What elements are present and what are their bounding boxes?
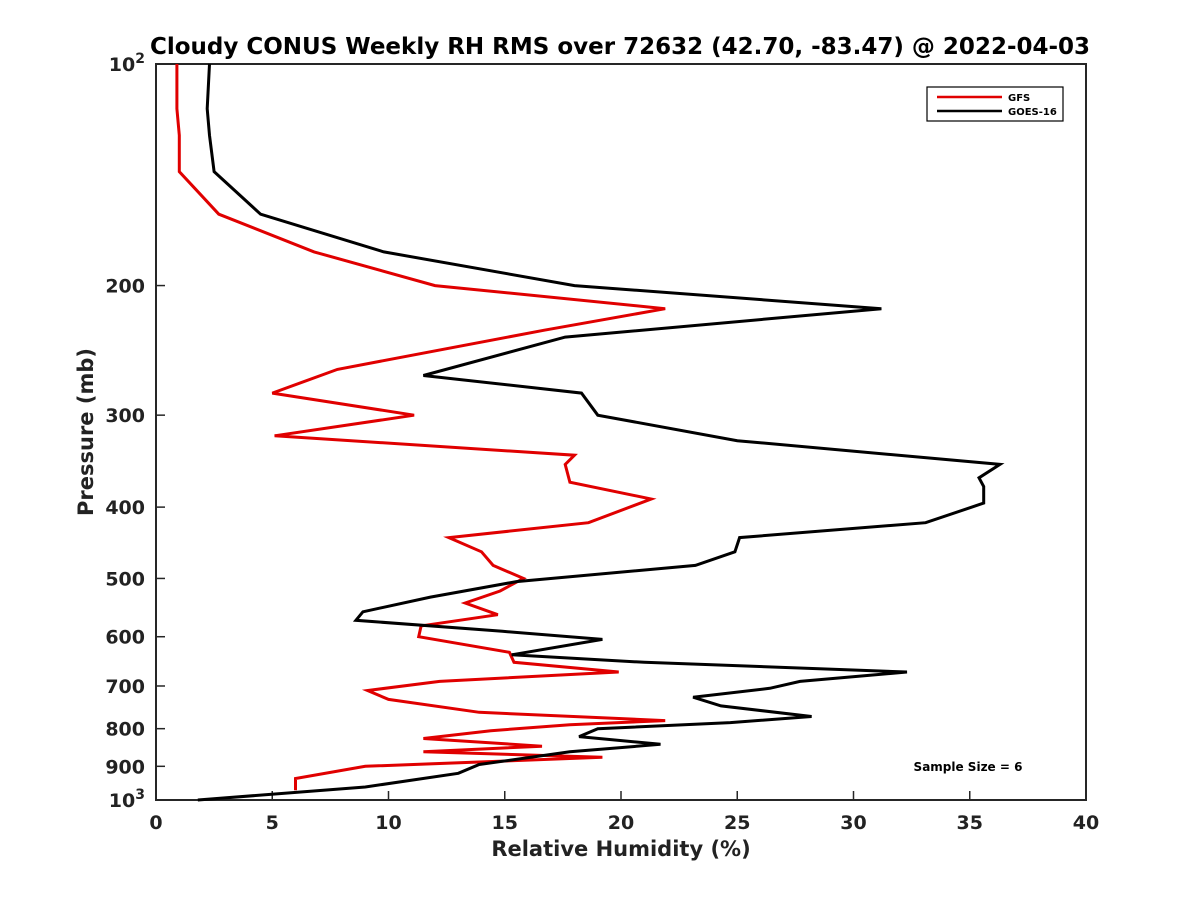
x-tick-label: 15 — [492, 812, 518, 834]
y-tick-label: 500 — [105, 568, 145, 590]
series-lines — [175, 63, 1005, 802]
x-tick-label: 5 — [266, 812, 279, 834]
x-tick-label: 40 — [1073, 812, 1099, 834]
y-tick-label-base: 400 — [105, 497, 145, 519]
y-tick-label-exponent: 3 — [135, 787, 145, 803]
axis-ticks: 0 5 10 15 20 25 30 35 40102200300400500600700800… — [105, 51, 1099, 834]
x-tick-label: 35 — [957, 812, 983, 834]
y-tick-label-exponent: 2 — [135, 51, 145, 67]
y-tick-label-base: 10 — [109, 790, 135, 812]
x-tick-label: 10 — [375, 812, 401, 834]
legend-label-gfs: GFS — [1008, 93, 1030, 104]
y-tick-label: 300 — [105, 405, 145, 427]
x-tick-label: 25 — [724, 812, 750, 834]
y-tick-label: 800 — [105, 719, 145, 741]
y-tick-label: 600 — [105, 627, 145, 649]
y-tick-label: 103 — [109, 787, 145, 812]
y-tick-label-base: 900 — [105, 756, 145, 778]
y-tick-label-base: 200 — [105, 276, 145, 298]
chart-title: Cloudy CONUS Weekly RH RMS over 72632 (4… — [150, 34, 1090, 60]
y-axis-label: Pressure (mb) — [74, 348, 98, 516]
y-tick-label: 200 — [105, 276, 145, 298]
y-tick-label-base: 600 — [105, 627, 145, 649]
series-line-goes16 — [197, 63, 1005, 802]
y-tick-label-base: 300 — [105, 405, 145, 427]
x-tick-label: 20 — [608, 812, 634, 834]
x-tick-label: 30 — [840, 812, 866, 834]
y-tick-label: 700 — [105, 676, 145, 698]
y-tick-label: 102 — [109, 51, 145, 76]
legend-box — [926, 86, 1064, 122]
y-tick-label: 900 — [105, 756, 145, 778]
y-tick-label-base: 500 — [105, 568, 145, 590]
y-tick-label-base: 800 — [105, 719, 145, 741]
y-tick-label-base: 10 — [109, 54, 135, 76]
legend: GFS GOES-16 — [926, 86, 1064, 122]
plot-area — [155, 63, 1087, 801]
x-axis-label: Relative Humidity (%) — [491, 837, 750, 861]
legend-label-goes16: GOES-16 — [1008, 107, 1057, 118]
sample-size-annotation: Sample Size = 6 — [914, 760, 1023, 774]
y-tick-label: 400 — [105, 497, 145, 519]
y-tick-label-base: 700 — [105, 676, 145, 698]
x-tick-label: 0 — [149, 812, 162, 834]
series-line-gfs — [175, 64, 666, 791]
